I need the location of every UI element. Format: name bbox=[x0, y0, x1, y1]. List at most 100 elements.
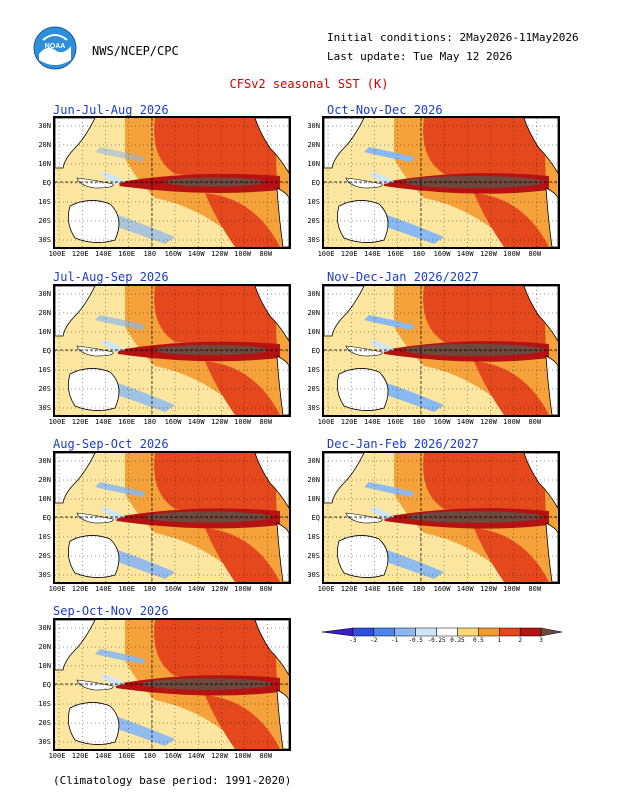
latitude-label: 10S bbox=[38, 700, 51, 708]
longitude-label: 80W bbox=[528, 418, 542, 426]
longitude-label: 80W bbox=[528, 585, 542, 593]
colorbar bbox=[322, 627, 572, 637]
longitude-label: 180 bbox=[143, 752, 157, 760]
longitude-label: 80W bbox=[259, 250, 273, 258]
svg-text:NOAA: NOAA bbox=[45, 43, 66, 50]
longitude-label: 100E bbox=[48, 585, 66, 593]
longitude-label: 140W bbox=[187, 585, 205, 593]
colorbar-segment bbox=[478, 627, 500, 637]
latitude-label: 10N bbox=[307, 495, 320, 503]
latitude-label: 10N bbox=[307, 160, 320, 168]
longitude-label: 160E bbox=[118, 585, 136, 593]
latitude-label: EQ bbox=[42, 179, 51, 187]
latitude-label: 20N bbox=[307, 309, 320, 317]
longitude-label: 120W bbox=[479, 418, 497, 426]
longitude-label: 160E bbox=[387, 418, 405, 426]
latitude-label: 10N bbox=[307, 328, 320, 336]
latitude-label: 20N bbox=[38, 141, 51, 149]
latitude-label: 30S bbox=[38, 738, 51, 746]
colorbar-segment bbox=[457, 627, 479, 637]
colorbar-segment bbox=[540, 627, 563, 637]
panel-title: Dec-Jan-Feb 2026/2027 bbox=[327, 437, 479, 451]
latitude-label: 30N bbox=[307, 122, 320, 130]
longitude-label: 160W bbox=[164, 752, 182, 760]
longitude-label: 160W bbox=[164, 250, 182, 258]
longitude-label: 80W bbox=[259, 585, 273, 593]
longitude-label: 160E bbox=[387, 250, 405, 258]
colorbar-tick-label: -2 bbox=[370, 637, 378, 644]
longitude-label: 160W bbox=[433, 585, 451, 593]
latitude-label: 20S bbox=[38, 719, 51, 727]
latitude-label: 10S bbox=[38, 366, 51, 374]
latitude-label: 30S bbox=[38, 571, 51, 579]
latitude-label: 30S bbox=[38, 236, 51, 244]
latitude-label: 20S bbox=[38, 385, 51, 393]
longitude-label: 140E bbox=[363, 250, 381, 258]
colorbar-segment bbox=[373, 627, 395, 637]
latitude-label: 30S bbox=[307, 404, 320, 412]
colorbar-tick-label: 0.5 bbox=[472, 637, 484, 644]
longitude-label: 140E bbox=[94, 585, 112, 593]
panel-title: Sep-Oct-Nov 2026 bbox=[53, 604, 169, 618]
longitude-label: 120E bbox=[340, 585, 358, 593]
panel-title: Jun-Jul-Aug 2026 bbox=[53, 103, 169, 117]
longitude-label: 120W bbox=[210, 250, 228, 258]
longitude-label: 180 bbox=[143, 250, 157, 258]
longitude-label: 120W bbox=[210, 585, 228, 593]
colorbar-segment bbox=[436, 627, 458, 637]
latitude-label: EQ bbox=[311, 347, 320, 355]
panel-title: Aug-Sep-Oct 2026 bbox=[53, 437, 169, 451]
colorbar-segment bbox=[352, 627, 375, 637]
latitude-label: 20N bbox=[38, 643, 51, 651]
colorbar-tick-label: -1 bbox=[391, 637, 399, 644]
colorbar-tick-label: -3 bbox=[349, 637, 357, 644]
latitude-label: 30S bbox=[307, 236, 320, 244]
latitude-label: EQ bbox=[311, 179, 320, 187]
latitude-label: 20N bbox=[307, 476, 320, 484]
panel-title: Jul-Aug-Sep 2026 bbox=[53, 270, 169, 284]
latitude-label: 20S bbox=[307, 385, 320, 393]
organization-label: NWS/NCEP/CPC bbox=[92, 44, 179, 58]
longitude-label: 140E bbox=[363, 418, 381, 426]
longitude-label: 100W bbox=[234, 752, 252, 760]
latitude-label: 30N bbox=[307, 457, 320, 465]
colorbar-segment bbox=[394, 627, 416, 637]
longitude-label: 120E bbox=[340, 250, 358, 258]
longitude-label: 120E bbox=[71, 418, 89, 426]
sst-map-panel bbox=[53, 284, 291, 417]
longitude-label: 180 bbox=[412, 585, 426, 593]
colorbar-tick-label: 3 bbox=[539, 637, 543, 644]
panel-title: Nov-Dec-Jan 2026/2027 bbox=[327, 270, 479, 284]
latitude-label: 30S bbox=[307, 571, 320, 579]
longitude-label: 80W bbox=[259, 418, 273, 426]
latitude-label: 20N bbox=[307, 141, 320, 149]
latitude-label: 10N bbox=[38, 495, 51, 503]
longitude-label: 180 bbox=[412, 250, 426, 258]
sst-map-panel bbox=[53, 116, 291, 249]
longitude-label: 100W bbox=[503, 585, 521, 593]
longitude-label: 160E bbox=[118, 250, 136, 258]
longitude-label: 180 bbox=[412, 418, 426, 426]
latitude-label: 30N bbox=[38, 457, 51, 465]
longitude-label: 160E bbox=[387, 585, 405, 593]
longitude-label: 140E bbox=[94, 250, 112, 258]
latitude-label: 30N bbox=[38, 122, 51, 130]
latitude-label: EQ bbox=[42, 681, 51, 689]
longitude-label: 100W bbox=[503, 250, 521, 258]
longitude-label: 100W bbox=[234, 585, 252, 593]
latitude-label: 30N bbox=[38, 624, 51, 632]
longitude-label: 180 bbox=[143, 585, 157, 593]
sst-map-panel bbox=[322, 116, 560, 249]
colorbar-segment bbox=[519, 627, 542, 637]
longitude-label: 140W bbox=[456, 250, 474, 258]
latitude-label: 10S bbox=[307, 366, 320, 374]
latitude-label: 10S bbox=[38, 533, 51, 541]
longitude-label: 100E bbox=[48, 250, 66, 258]
longitude-label: 160E bbox=[118, 752, 136, 760]
longitude-label: 80W bbox=[528, 250, 542, 258]
latitude-label: 10N bbox=[38, 662, 51, 670]
colorbar-tick-label: 2 bbox=[518, 637, 522, 644]
longitude-label: 120W bbox=[479, 250, 497, 258]
climatology-footnote: (Climatology base period: 1991-2020) bbox=[53, 774, 292, 787]
sst-map-panel bbox=[53, 451, 291, 584]
